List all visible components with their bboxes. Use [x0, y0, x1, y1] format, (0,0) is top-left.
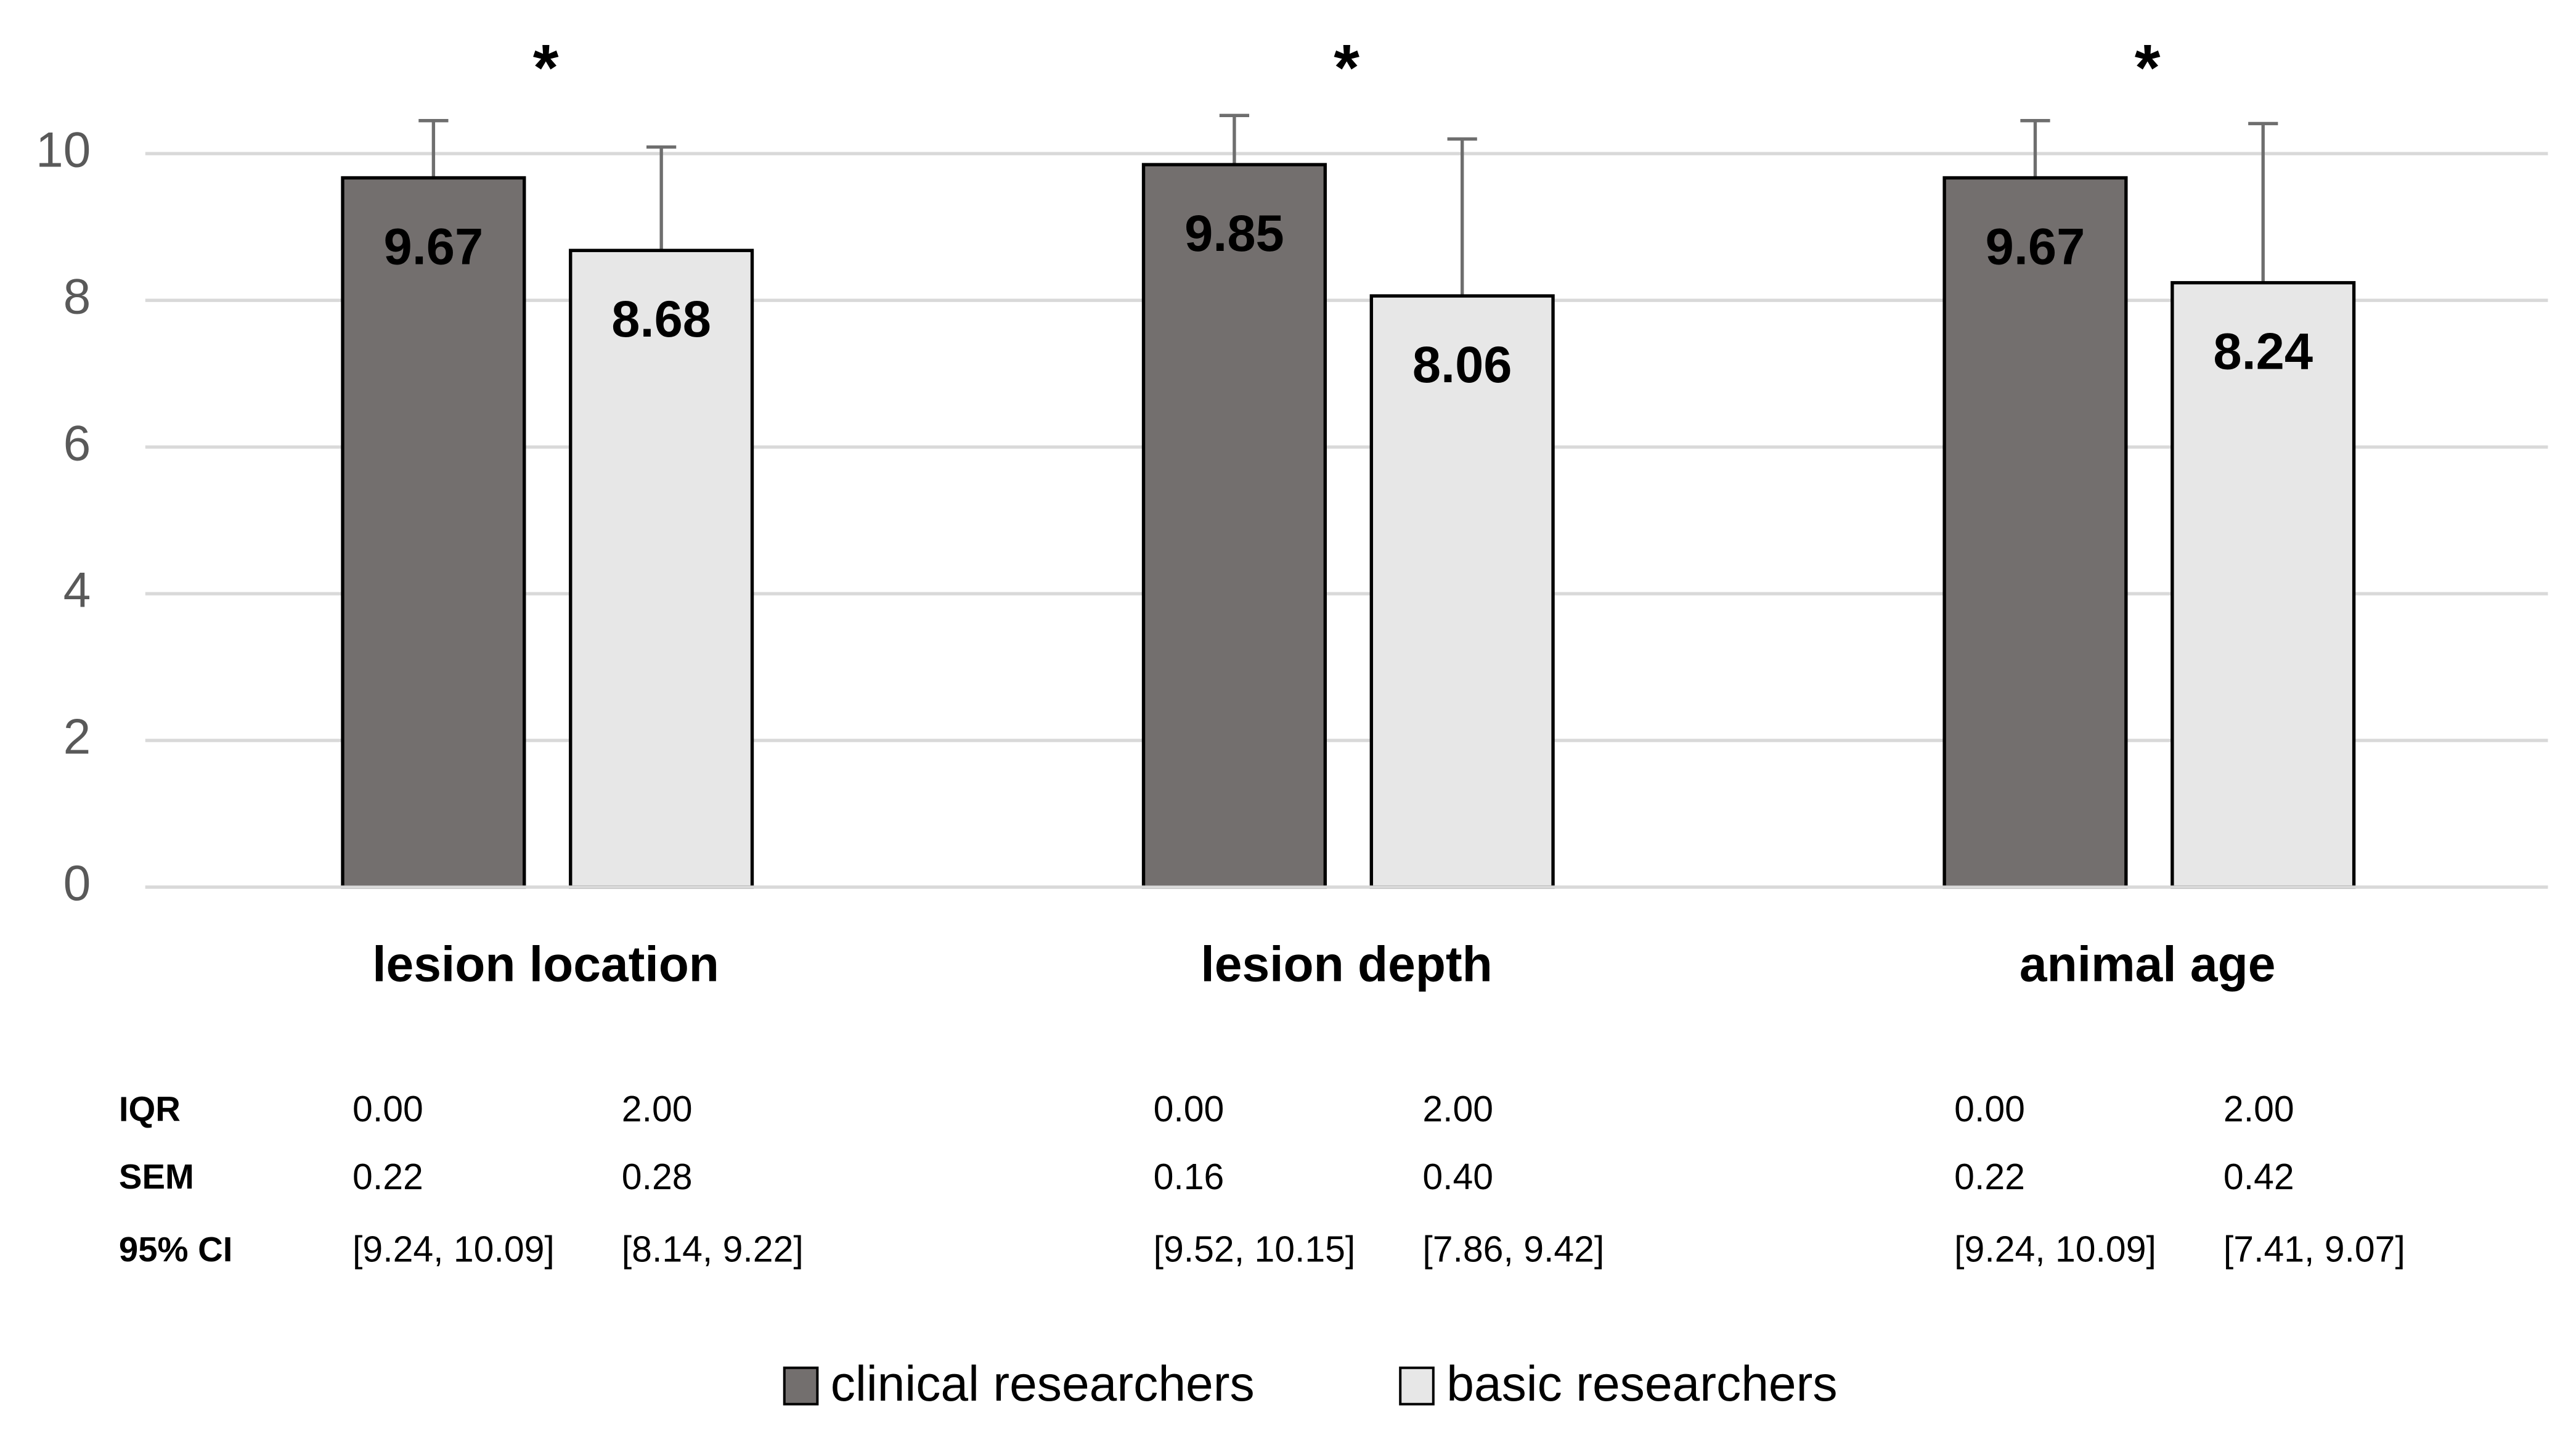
bar [341, 176, 526, 889]
stat-value: [9.52, 10.15] [1154, 1230, 1356, 1270]
annotation: * [2135, 30, 2161, 104]
y-tick-label: 10 [36, 122, 91, 178]
legend-label: clinical researchers [831, 1356, 1255, 1412]
x-tick-label: lesion depth [1200, 937, 1492, 993]
legend-swatch [1399, 1366, 1435, 1406]
stat-value: [8.14, 9.22] [622, 1230, 804, 1270]
value-label: 8.24 [2213, 322, 2313, 380]
bar [569, 248, 754, 889]
stat-value: 0.22 [1954, 1157, 2025, 1197]
value-label: 8.06 [1412, 336, 1512, 393]
stat-value: [7.41, 9.07] [2223, 1230, 2405, 1270]
bar [2170, 280, 2356, 889]
stat-value: [7.86, 9.42] [1422, 1230, 1604, 1270]
legend-swatch [783, 1366, 819, 1406]
stat-value: 2.00 [2223, 1089, 2294, 1129]
stat-value: 0.00 [1154, 1089, 1225, 1129]
stat-value: 0.00 [353, 1089, 423, 1129]
bar [1141, 163, 1327, 889]
stat-value: 2.00 [1422, 1089, 1493, 1129]
x-tick-label: lesion location [372, 937, 719, 993]
value-label: 9.85 [1184, 205, 1284, 262]
stat-value: 0.00 [1954, 1089, 2025, 1129]
annotation: * [1334, 30, 1359, 104]
bar [1942, 176, 2128, 889]
stat-value: 2.00 [622, 1089, 693, 1129]
y-tick-label: 0 [63, 856, 91, 911]
stat-value: 0.22 [353, 1157, 423, 1197]
stat-row-label: 95% CI [119, 1230, 232, 1269]
stat-value: 0.28 [622, 1157, 693, 1197]
annotation: * [533, 30, 559, 104]
y-tick-label: 4 [63, 562, 91, 618]
y-tick-label: 6 [63, 416, 91, 471]
stat-value: 0.42 [2223, 1157, 2294, 1197]
y-tick-label: 8 [63, 269, 91, 324]
value-label: 9.67 [1986, 218, 2085, 275]
stat-value: [9.24, 10.09] [1954, 1230, 2156, 1270]
bar [1369, 294, 1555, 889]
y-tick-label: 2 [63, 709, 91, 764]
stat-row-label: SEM [119, 1157, 194, 1196]
value-label: 9.67 [384, 218, 484, 275]
stat-value: [9.24, 10.09] [353, 1230, 555, 1270]
stat-row-label: IQR [119, 1089, 181, 1128]
stat-value: 0.16 [1154, 1157, 1225, 1197]
value-label: 8.68 [611, 290, 711, 348]
x-tick-label: animal age [2020, 937, 2275, 993]
stat-value: 0.40 [1422, 1157, 1493, 1197]
legend-label: basic researchers [1446, 1356, 1837, 1412]
